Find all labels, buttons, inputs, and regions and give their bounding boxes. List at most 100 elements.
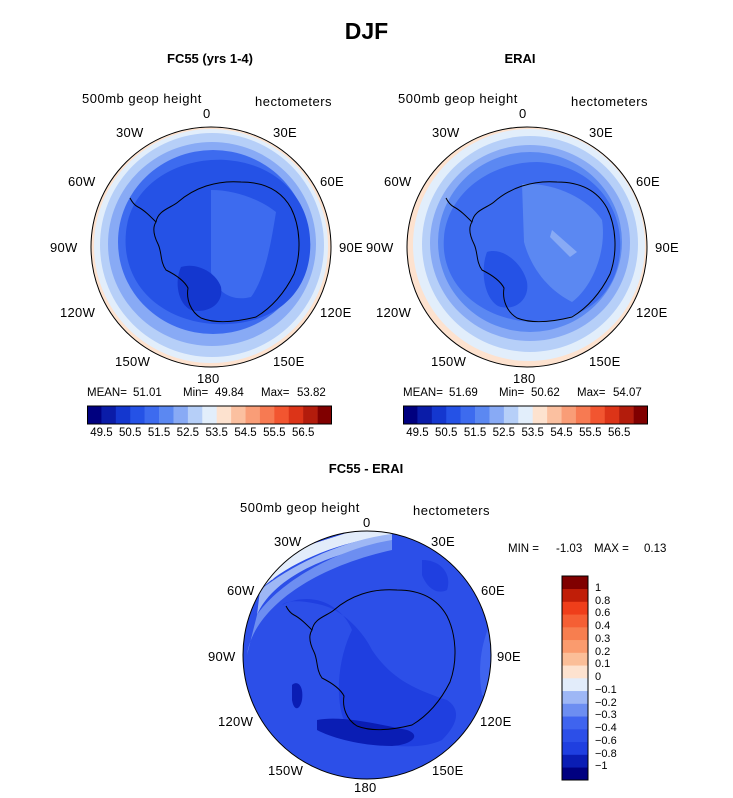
panel1-colorbar-swatch	[101, 406, 117, 424]
panel1-colorbar-tick-label: 49.5	[90, 427, 113, 439]
panel3-colorbar-frame	[561, 575, 589, 781]
panel3-lon-30w: 30W	[274, 534, 302, 549]
panel1-colorbar-swatch	[259, 406, 275, 424]
panel3-field-label: 500mb geop height	[240, 500, 360, 515]
panel3-lon-150e: 150E	[432, 763, 464, 778]
panel2-max-value: 54.07	[613, 387, 642, 399]
panel1-lon-90e: 90E	[339, 240, 364, 255]
panel2-colorbar-swatch	[503, 406, 519, 424]
panel3-colorbar-ticks: 1 0.8 0.6 0.4 0.3 0.2 0.1 0 −0.1 −0.2 −0.3 −0.4 −0.6…	[595, 575, 635, 781]
panel2-lon-60w: 60W	[384, 174, 412, 189]
panel3-colorbar-tick-label: −0.2	[595, 696, 617, 709]
panel1-lon-30w: 30W	[116, 125, 144, 140]
panel2-lon-90w: 90W	[366, 240, 394, 255]
panel2-stats: MEAN= 51.69 Min= 50.62 Max= 54.07	[403, 387, 653, 401]
panel1-colorbar-frame	[87, 405, 332, 425]
panel3-colorbar-swatch	[562, 576, 588, 590]
panel1-colorbar-tick-label: 51.5	[147, 427, 171, 439]
panel3-colorbar-swatch	[562, 690, 588, 704]
panel2-colorbar-swatch	[489, 406, 505, 424]
panel1-lon-90w: 90W	[50, 240, 78, 255]
panel3-colorbar-swatch	[562, 716, 588, 730]
panel2-colorbar-swatch	[547, 406, 562, 424]
panel2-colorbar-tick-label: 50.5	[435, 427, 458, 439]
panel2-lon-90e: 90E	[655, 240, 680, 255]
panel3-colorbar-swatch	[562, 754, 588, 768]
panel1-stats: MEAN= 51.01 Min= 49.84 Max= 53.82	[87, 387, 337, 401]
panel3-colorbar-tick-label: 0.1	[595, 658, 611, 671]
panel3-colorbar-swatch	[562, 678, 588, 692]
panel2-colorbar-frame	[403, 405, 648, 425]
panel2-colorbar-swatch	[633, 406, 648, 424]
panel3-colorbar-tick-label: −0.3	[595, 709, 617, 722]
panel3-lon-0: 0	[363, 515, 371, 530]
panel1-max-label: Max=	[261, 387, 290, 399]
panel3-lon-30e: 30E	[431, 534, 456, 549]
panel2-colorbar-tick-label: 55.5	[579, 427, 602, 439]
panel2-colorbar-swatch	[446, 406, 461, 424]
panel1-band-east-high	[211, 190, 276, 299]
panel2-band-ridge	[550, 230, 577, 257]
panel1-colorbar-ticks: 49.5 50.5 51.5 52.5 53.5 54.5 55.5 56.5	[87, 427, 332, 441]
panel3-lon-60e: 60E	[481, 583, 506, 598]
panel3-title: FC55 - ERAI	[328, 461, 404, 476]
panel2-colorbar-swatch	[575, 406, 591, 424]
panel3-colorbar-tick-label: 0.8	[595, 594, 611, 607]
panel3-colorbar-swatch	[562, 588, 588, 602]
panel3-lon-150w: 150W	[268, 763, 304, 778]
panel1-colorbar-swatch	[317, 406, 332, 424]
panel2-field-label: 500mb geop height	[398, 91, 518, 106]
panel3-min-value: -1.03	[556, 543, 583, 555]
panel1-lon-180: 180	[197, 371, 220, 386]
panel2-colorbar-swatch	[431, 406, 447, 424]
panel1-lon-30e: 30E	[273, 125, 298, 140]
panel1-peninsula	[129, 197, 157, 223]
panel1-colorbar-tick-label: 52.5	[176, 427, 200, 439]
panel3-lon-180: 180	[354, 780, 377, 795]
panel2-lon-120w: 120W	[376, 305, 412, 320]
panel2-peninsula	[445, 197, 473, 223]
panel1-min-value: 49.84	[215, 387, 244, 399]
panel3-map	[242, 530, 492, 780]
panel3-peninsula	[285, 605, 313, 631]
panel1-colorbar-tick-label: 55.5	[263, 427, 286, 439]
figure-title: DJF	[344, 18, 389, 44]
panel3-colorbar-swatch	[562, 703, 588, 717]
panel3-colorbar-tick-label: −0.6	[595, 734, 617, 747]
panel1-colorbar-swatch	[231, 406, 246, 424]
panel1-colorbar-swatch	[159, 406, 174, 424]
panel3-stats: MIN = -1.03 MAX = 0.13	[508, 543, 708, 557]
panel2-colorbar-swatch	[532, 406, 548, 424]
panel3-max-value: 0.13	[644, 543, 667, 555]
panel2-colorbar-swatch	[604, 406, 620, 424]
panel2-colorbar-swatch	[460, 406, 476, 424]
panel2-lon-30w: 30W	[432, 125, 460, 140]
panel3-colorbar-tick-label: 0.6	[595, 607, 611, 620]
panel1-colorbar	[87, 405, 332, 425]
panel1-colorbar-swatch	[245, 406, 261, 424]
panel1-field-label: 500mb geop height	[82, 91, 202, 106]
panel2-colorbar-tick-label: 56.5	[607, 427, 631, 439]
panel1-colorbar-swatch	[187, 406, 203, 424]
panel3-colorbar	[561, 575, 589, 781]
panel3-antarctica-coast	[309, 589, 456, 731]
panel1-colorbar-swatch	[288, 406, 304, 424]
panel1-map-border	[90, 126, 332, 368]
panel1-colorbar-swatch	[202, 406, 217, 424]
panel2-colorbar-swatch	[475, 406, 490, 424]
panel3-colorbar-swatch	[562, 741, 588, 755]
panel1-map	[90, 126, 332, 368]
panel3-max-label: MAX =	[594, 543, 629, 555]
panel2-colorbar-swatch	[403, 406, 418, 424]
panel1-colorbar-swatch	[216, 406, 232, 424]
panel1-mean-label: MEAN=	[87, 387, 127, 399]
panel2-colorbar-tick-label: 52.5	[492, 427, 516, 439]
panel1-lon-60w: 60W	[68, 174, 96, 189]
panel1-lon-0: 0	[203, 106, 211, 121]
panel3-colorbar-swatch	[562, 729, 588, 743]
panel3-band-minus-0-6	[317, 718, 415, 746]
panel1-colorbar-tick-label: 50.5	[119, 427, 142, 439]
panel2-map	[406, 126, 648, 368]
panel1-min-label: Min=	[183, 387, 209, 399]
panel2-colorbar-swatch	[619, 406, 634, 424]
